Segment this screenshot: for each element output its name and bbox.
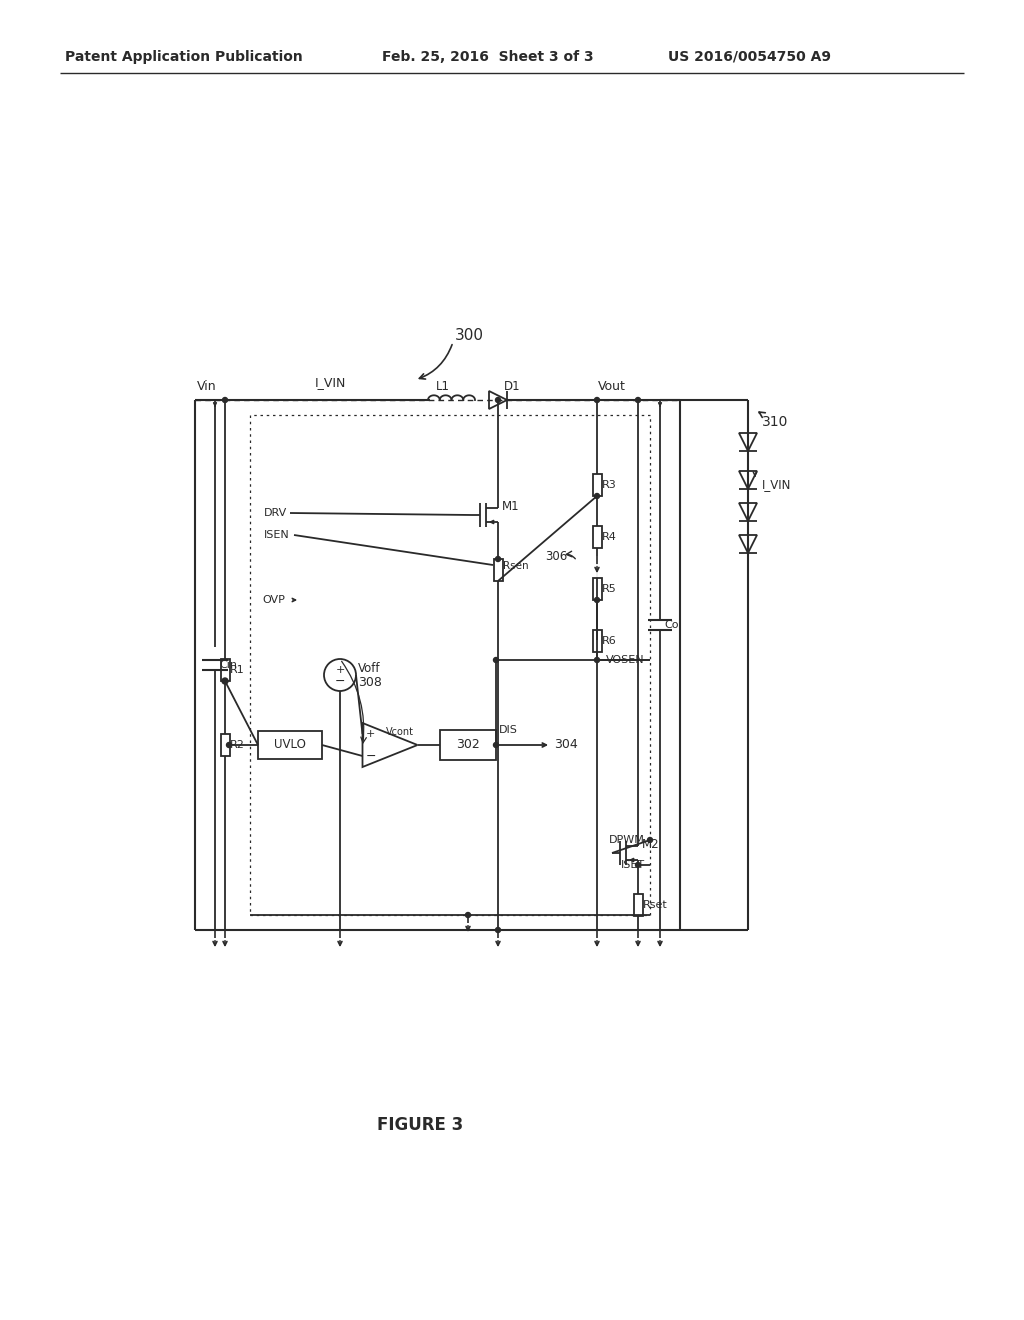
Circle shape xyxy=(647,837,652,842)
Text: ISEN: ISEN xyxy=(264,531,290,540)
Bar xyxy=(220,734,229,756)
Text: R4: R4 xyxy=(602,532,616,543)
Text: I_VIN: I_VIN xyxy=(762,479,792,491)
Text: Rsen: Rsen xyxy=(503,561,528,572)
Text: M1: M1 xyxy=(502,499,519,512)
Text: 306: 306 xyxy=(545,550,567,564)
Circle shape xyxy=(494,657,499,663)
Text: Co: Co xyxy=(664,620,679,630)
Text: L1: L1 xyxy=(436,380,450,392)
Text: OVP: OVP xyxy=(262,595,285,605)
Circle shape xyxy=(636,862,640,867)
Text: Voff: Voff xyxy=(358,663,381,676)
Text: R5: R5 xyxy=(602,583,616,594)
Text: Cin: Cin xyxy=(219,660,237,671)
Text: 310: 310 xyxy=(762,414,788,429)
Text: −: − xyxy=(335,675,345,688)
Text: 302: 302 xyxy=(456,738,480,751)
Text: Vout: Vout xyxy=(598,380,626,392)
Text: VOSEN: VOSEN xyxy=(606,655,645,665)
Bar xyxy=(494,558,503,581)
Text: ISET: ISET xyxy=(621,861,645,870)
Circle shape xyxy=(222,678,228,684)
Circle shape xyxy=(595,397,599,403)
Bar xyxy=(593,578,601,601)
Bar xyxy=(258,731,322,759)
Text: Vin: Vin xyxy=(197,380,217,392)
Text: DIS: DIS xyxy=(499,725,518,735)
Text: Rset: Rset xyxy=(643,900,668,909)
Text: R6: R6 xyxy=(602,636,616,645)
Text: D1: D1 xyxy=(504,380,520,392)
Bar xyxy=(250,414,650,915)
Text: +: + xyxy=(366,729,375,739)
Text: R1: R1 xyxy=(230,665,245,675)
Circle shape xyxy=(496,397,501,403)
Text: 308: 308 xyxy=(358,676,382,689)
Text: 304: 304 xyxy=(554,738,578,751)
Text: FIGURE 3: FIGURE 3 xyxy=(377,1115,463,1134)
Text: DRV: DRV xyxy=(264,508,288,517)
Text: Patent Application Publication: Patent Application Publication xyxy=(65,50,303,63)
Circle shape xyxy=(595,657,599,663)
Text: US 2016/0054750 A9: US 2016/0054750 A9 xyxy=(668,50,831,63)
Text: −: − xyxy=(366,750,376,763)
Text: I_VIN: I_VIN xyxy=(314,376,346,389)
Circle shape xyxy=(494,742,499,747)
Circle shape xyxy=(636,397,640,403)
Circle shape xyxy=(466,912,470,917)
Bar xyxy=(593,474,601,496)
Text: R2: R2 xyxy=(230,741,245,750)
Circle shape xyxy=(222,397,227,403)
Text: +: + xyxy=(335,665,345,675)
Text: DPWM: DPWM xyxy=(609,836,645,845)
Bar xyxy=(593,525,601,548)
Text: Vcont: Vcont xyxy=(386,727,414,737)
Text: UVLO: UVLO xyxy=(274,738,306,751)
Text: R3: R3 xyxy=(602,480,616,490)
Circle shape xyxy=(496,557,501,561)
Bar xyxy=(220,659,229,681)
Circle shape xyxy=(496,928,501,932)
Bar xyxy=(593,630,601,652)
Circle shape xyxy=(595,494,599,499)
Text: 300: 300 xyxy=(455,327,484,342)
Circle shape xyxy=(226,742,231,747)
Text: Feb. 25, 2016  Sheet 3 of 3: Feb. 25, 2016 Sheet 3 of 3 xyxy=(382,50,594,63)
Text: M2: M2 xyxy=(642,837,659,850)
Bar xyxy=(634,894,642,916)
Circle shape xyxy=(595,598,599,602)
Bar xyxy=(440,730,496,760)
